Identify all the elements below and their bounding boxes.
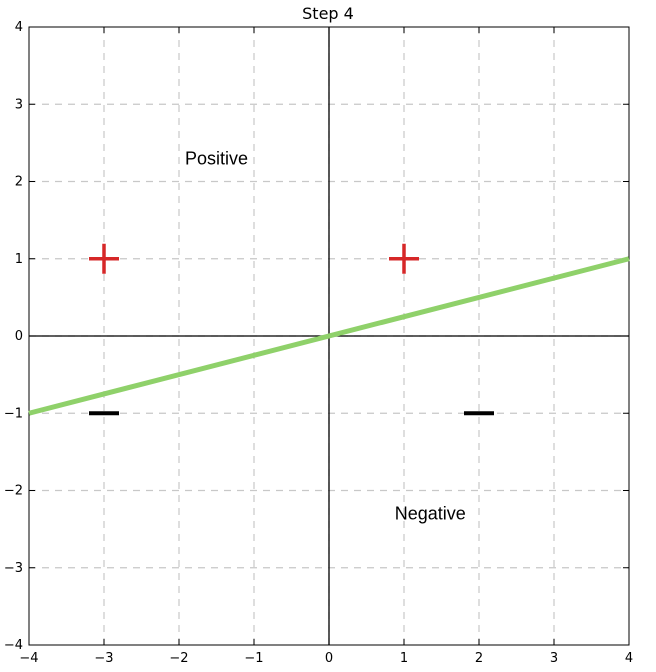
x-tick-label: 0 [325,651,333,666]
decision-boundary-line [28,256,630,416]
decision-boundary-layer [28,256,630,416]
negative-region-label: Negative [395,504,466,524]
y-tick-label: 0 [15,329,23,344]
y-tick-label: −4 [4,638,23,653]
x-tick-label: 1 [400,651,408,666]
y-tick-label: 2 [15,175,23,190]
x-tick-label: −2 [169,651,188,666]
x-tick-label: −1 [244,651,263,666]
x-tick-label: −3 [94,651,113,666]
x-tick-label: 4 [625,651,633,666]
data-points [89,243,494,416]
y-tick-label: −3 [4,561,23,576]
y-tick-label: −2 [4,484,23,499]
positive-point-marker [389,243,419,274]
x-tick-label: 2 [475,651,483,666]
positive-region-label: Positive [185,148,248,168]
x-tick-label: −4 [19,651,38,666]
y-tick-label: 4 [15,20,23,35]
y-tick-label: 1 [15,252,23,267]
y-tick-label: −1 [4,406,23,421]
annotations: Positive Negative [185,148,466,523]
positive-point-marker [89,243,119,274]
x-tick-label: 3 [550,651,558,666]
y-tick-label: 3 [15,97,23,112]
chart-title: Step 4 [302,4,354,23]
axis-ticks: −4 −3 −2 −1 0 1 2 3 4 −4 −3 −2 −1 0 1 2 3 4 [4,20,633,666]
